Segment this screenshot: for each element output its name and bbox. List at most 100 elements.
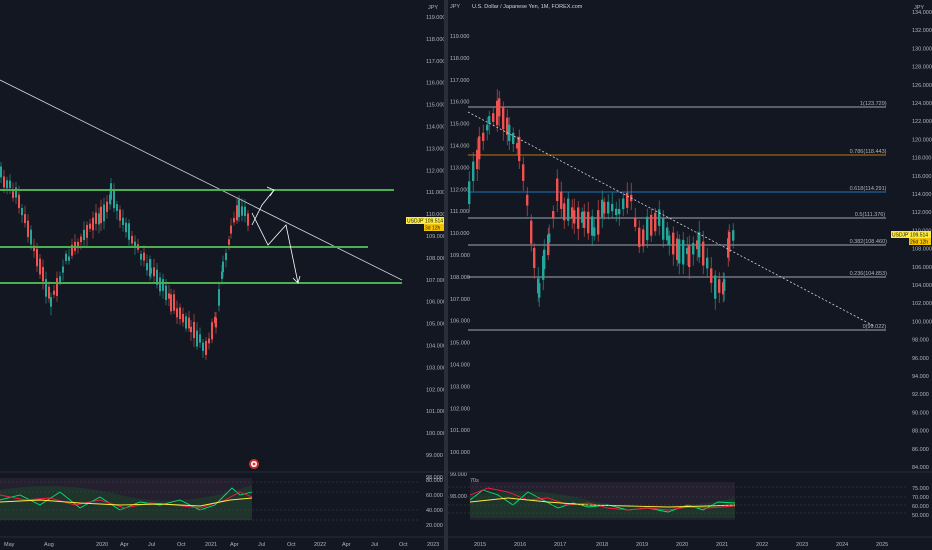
candle-body [173,294,175,311]
candle-body [658,209,661,226]
price-tick: 100.000 [912,319,932,325]
candle-body [128,223,130,240]
left-time-axis[interactable]: May Aug 2020 Apr Jul Oct 2021 Apr Jul Oct 2022 Apr J… [4,542,439,548]
candle-body [6,180,8,189]
us-japan-flag-icon[interactable] [249,459,259,469]
candle-body [150,267,152,274]
candle-body [718,279,721,293]
candle-body [18,194,20,209]
left-chart-pane[interactable]: 119.000 118.000 117.000 116.000 115.000 114.0… [0,0,444,550]
left-chart-svg[interactable]: 119.000 118.000 117.000 116.000 115.000 114.0… [0,0,444,550]
time-tick: Jul [371,542,378,548]
price-tick: 114.000 [426,125,444,131]
left-countdown: 3d 12h [425,226,441,232]
price-tick: 114.000 [912,192,931,198]
left-scale-tick: 115.000 [450,122,469,128]
price-tick: 111.000 [426,190,444,196]
fibonacci-retracement[interactable]: 1(123.729) 0.786(118.443) 0.618(114.291) 0.… [468,101,887,331]
time-tick: 2017 [554,542,566,548]
candle-body [236,205,238,221]
candle-body [560,191,563,209]
candle-body [666,227,669,241]
candle-body [698,232,701,258]
dashed-trendline[interactable] [467,111,875,327]
fib-level-label: 0.5(111.376) [855,212,886,218]
candle-body [199,334,201,343]
chart-title: U.S. Dollar / Japanese Yen, 1M, FOREX.co… [472,4,583,10]
time-tick: Apr [342,542,351,548]
candle-body [538,283,541,298]
right-currency-label: JPY [450,4,460,10]
candle-body [215,317,217,328]
candle-body [611,203,614,212]
candle-body [654,212,657,232]
candle-body [92,217,94,231]
candle-body [80,236,82,243]
candle-body [478,136,481,160]
indicator-line [0,487,253,511]
candle-body [106,201,108,212]
right-countdown: 26d 12h [910,240,928,246]
candle-body [68,256,70,261]
projection-arrow-up[interactable] [251,189,275,226]
right-price-axis[interactable]: 134.000 132.000 130.000 128.000 126.000 124.0… [912,10,932,471]
left-symbol-tag: USDJPY [407,219,427,225]
price-tick: 104.000 [426,344,444,350]
candle-body [110,183,112,200]
price-tick: 103.000 [426,365,444,371]
time-tick: 2023 [796,542,808,548]
right-price-value: 109.514 [910,233,928,239]
candle-body [162,279,164,291]
right-chart-pane[interactable]: JPY U.S. Dollar / Japanese Yen, 1M, FORE… [448,0,932,550]
right-left-price-axis[interactable]: 119.000 118.000 117.000 116.000 115.000 114.0… [450,34,470,500]
indicator-tick: 80.000 [426,478,443,484]
time-tick: Oct [287,542,296,548]
indicator-tick: 75.000 [912,486,929,492]
candle-body [583,211,586,228]
right-time-axis[interactable]: 2015 2016 2017 2018 2019 2020 2021 2022 2023 2024… [474,542,888,548]
candle-body [650,214,653,236]
price-tick: 100.000 [426,431,444,437]
candle-body [95,212,97,224]
left-scale-tick: 117.000 [450,78,469,84]
candle-body [496,100,499,126]
candle-body [646,216,649,241]
left-scale-tick: 98.000 [450,494,467,500]
candle-body [140,253,142,260]
descending-trendline[interactable] [0,79,403,281]
left-scale-tick: 106.000 [450,319,470,325]
candle-body [530,220,533,244]
time-tick: Oct [177,542,186,548]
candle-body [476,149,479,170]
candle-body [607,201,610,214]
time-tick: Jul [258,542,265,548]
right-chart-svg[interactable]: JPY U.S. Dollar / Japanese Yen, 1M, FORE… [448,0,932,550]
indicator-tick: 60.000 [912,504,929,510]
projection-arrow-down[interactable] [251,212,299,284]
left-price-axis[interactable]: 119.000 118.000 117.000 116.000 115.000 114.0… [426,15,444,481]
price-tick: 116.000 [426,81,444,87]
time-tick: 2020 [96,542,108,548]
price-tick: 115.000 [426,103,444,109]
candle-body [36,248,38,267]
candle-body [622,198,625,210]
time-tick: 2020 [676,542,688,548]
pane-divider[interactable] [444,0,448,550]
price-tick: 84.000 [912,465,929,471]
left-scale-tick: 103.000 [450,384,470,390]
candle-body [696,240,699,250]
left-scale-tick: 110.000 [450,231,469,237]
left-currency-label: JPY [428,5,438,11]
candle-body [83,229,85,241]
candle-body [146,263,148,271]
candle-body [24,214,26,224]
price-tick: 112.000 [912,210,931,216]
left-price-value: 109.514 [425,219,443,225]
candle-body [221,271,223,279]
price-tick: 105.000 [426,322,444,328]
price-tick: 104.000 [912,283,932,289]
candle-body [233,217,235,223]
candle-body [48,286,50,299]
left-indicator-pane[interactable]: 80.000 60.000 40.000 20.000 [0,478,443,529]
right-indicator-pane[interactable]: 75.000 70.000 60.000 50.000 [448,482,929,520]
